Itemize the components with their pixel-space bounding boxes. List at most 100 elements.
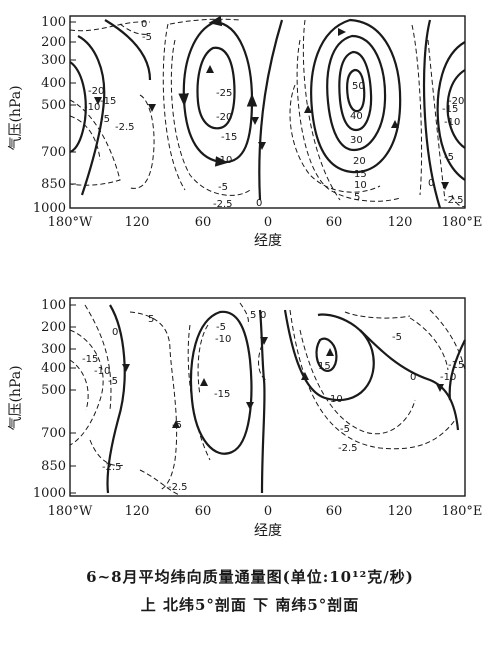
bottom-contour-labels: -15 -10 -5 -2.5 -2.5 0 5 -5 -10 -15 -5 0… bbox=[82, 310, 464, 493]
top-y-tick-200: 200 bbox=[41, 35, 66, 50]
top-x-tick-60e: 60 bbox=[326, 215, 343, 230]
bottom-label-m15-mid: -15 bbox=[214, 389, 230, 400]
bottom-label-0-right: 0 bbox=[410, 372, 416, 383]
top-label-20: 20 bbox=[353, 156, 366, 167]
top-label-30: 30 bbox=[350, 135, 363, 146]
top-x-tick-120e: 120 bbox=[388, 215, 413, 230]
top-y-tick-1000: 1000 bbox=[33, 201, 66, 216]
top-x-tick-180e: 180°E bbox=[442, 215, 483, 230]
top-label-m20-mid: -20 bbox=[216, 112, 232, 123]
bottom-dashed-contours bbox=[69, 302, 466, 496]
top-label-m15-mid: -15 bbox=[221, 132, 237, 143]
bottom-y-tick-1000: 1000 bbox=[33, 486, 66, 501]
top-label-m15-right: -15 bbox=[442, 104, 458, 115]
top-label-m5-mid: -5 bbox=[218, 182, 228, 193]
top-label-m25: -25 bbox=[216, 88, 232, 99]
top-label-m10-mid: -10 bbox=[216, 155, 232, 166]
top-x-tick-180w: 180°W bbox=[48, 215, 93, 230]
top-y-axis-title: 气压(hPa) bbox=[8, 85, 24, 150]
bottom-label-0-top: 0 bbox=[260, 310, 266, 321]
bottom-x-tick-120w: 120 bbox=[125, 504, 150, 519]
bottom-label-m10-mid: -10 bbox=[215, 334, 231, 345]
bottom-y-tick-100: 100 bbox=[41, 298, 66, 313]
bottom-x-tick-120e: 120 bbox=[388, 504, 413, 519]
bottom-y-tick-400: 400 bbox=[41, 361, 66, 376]
top-panel: 100 200 300 400 500 700 850 1000 气压(hPa)… bbox=[8, 15, 482, 249]
bottom-x-tick-60w: 60 bbox=[195, 504, 212, 519]
bottom-label-m10-far: -10 bbox=[440, 372, 456, 383]
bottom-label-m2-5-left: -2.5 bbox=[102, 462, 122, 473]
bottom-label-m5-far: -5 bbox=[392, 332, 402, 343]
top-flow-arrows bbox=[94, 28, 449, 190]
bottom-x-axis-title: 经度 bbox=[254, 523, 282, 539]
bottom-panel: 100 200 300 400 500 700 850 1000 气压(hPa)… bbox=[8, 297, 483, 539]
bottom-x-axis: 180°W 120 60 0 60 120 180°E 经度 bbox=[48, 504, 483, 539]
top-y-tick-400: 400 bbox=[41, 76, 66, 91]
top-solid-contours bbox=[69, 18, 466, 209]
bottom-label-m5: -5 bbox=[108, 376, 118, 387]
bottom-label-m2-5-right: -2.5 bbox=[338, 443, 358, 454]
top-label-m2-5-left: -2.5 bbox=[115, 122, 135, 133]
bottom-y-axis-title: 气压(hPa) bbox=[8, 365, 24, 430]
bottom-y-tick-200: 200 bbox=[41, 320, 66, 335]
bottom-label-10: 10 bbox=[330, 394, 343, 405]
bottom-label-5-left: 5 bbox=[148, 314, 154, 325]
bottom-label-15: 15 bbox=[318, 361, 331, 372]
top-label-m20: -20 bbox=[88, 86, 104, 97]
top-label-10: 10 bbox=[354, 180, 367, 191]
top-label-m2-5-right: -2.5 bbox=[444, 195, 464, 206]
top-label-m2-5-mid: -2.5 bbox=[213, 199, 233, 210]
bottom-label-m10: -10 bbox=[94, 366, 110, 377]
top-x-tick-0: 0 bbox=[264, 215, 272, 230]
top-y-tick-500: 500 bbox=[41, 98, 66, 113]
top-label-m15: -15 bbox=[100, 96, 116, 107]
bottom-y-tick-500: 500 bbox=[41, 383, 66, 398]
top-label-50: 50 bbox=[352, 81, 365, 92]
top-label-5: 5 bbox=[354, 192, 360, 203]
top-label-m20-right: -20 bbox=[448, 96, 464, 107]
top-x-axis-title: 经度 bbox=[254, 233, 282, 249]
bottom-solid-contours bbox=[106, 304, 466, 494]
bottom-flow-arrows bbox=[122, 337, 444, 428]
bottom-label-m5-mid: -5 bbox=[216, 322, 226, 333]
top-y-tick-300: 300 bbox=[41, 53, 66, 68]
top-dashed-contours bbox=[69, 18, 466, 208]
top-x-tick-60w: 60 bbox=[195, 215, 212, 230]
top-contour-labels: 0 -5 -20 -15 -10 -5 -2.5 -25 -20 -15 -10… bbox=[84, 19, 464, 210]
bottom-x-tick-0: 0 bbox=[264, 504, 272, 519]
top-label-m10-right: -10 bbox=[444, 117, 460, 128]
bottom-y-axis: 100 200 300 400 500 700 850 1000 气压(hPa) bbox=[8, 298, 76, 501]
top-x-axis: 180°W 120 60 0 60 120 180°E 经度 bbox=[48, 215, 483, 249]
top-label-m10: -10 bbox=[84, 102, 100, 113]
top-label-0-mid: 0 bbox=[256, 198, 262, 209]
bottom-label-m5-mid2: -5 bbox=[172, 420, 182, 431]
top-y-tick-850: 850 bbox=[41, 177, 66, 192]
bottom-label-m5-right: -5 bbox=[340, 424, 350, 435]
bottom-label-5-top: 5 bbox=[250, 310, 256, 321]
bottom-x-tick-180w: 180°W bbox=[48, 504, 93, 519]
top-y-tick-100: 100 bbox=[41, 15, 66, 30]
top-label-m5: -5 bbox=[142, 32, 152, 43]
bottom-label-m15-far: -15 bbox=[448, 360, 464, 371]
bottom-y-tick-700: 700 bbox=[41, 426, 66, 441]
bottom-label-m15: -15 bbox=[82, 354, 98, 365]
top-y-tick-700: 700 bbox=[41, 145, 66, 160]
top-x-tick-120w: 120 bbox=[125, 215, 150, 230]
top-label-40: 40 bbox=[350, 111, 363, 122]
top-y-axis: 100 200 300 400 500 700 850 1000 气压(hPa) bbox=[8, 15, 76, 216]
figure-caption-line1: 6~8月平均纬向质量通量图(单位:10¹²克/秒) bbox=[86, 568, 414, 586]
top-label-15: 15 bbox=[354, 169, 367, 180]
bottom-x-tick-180e: 180°E bbox=[442, 504, 483, 519]
bottom-label-m2-5-low: -2.5 bbox=[168, 482, 188, 493]
bottom-panel-frame bbox=[69, 297, 466, 497]
top-label-0: 0 bbox=[141, 19, 147, 30]
bottom-x-tick-60e: 60 bbox=[326, 504, 343, 519]
top-panel-frame bbox=[69, 15, 466, 209]
top-label-0-right: 0 bbox=[428, 178, 434, 189]
top-label-m5-right: -5 bbox=[444, 152, 454, 163]
figure-caption-line2: 上 北纬5°剖面 下 南纬5°剖面 bbox=[140, 596, 360, 614]
bottom-y-tick-300: 300 bbox=[41, 342, 66, 357]
top-label-m5-left: -5 bbox=[100, 114, 110, 125]
bottom-label-0-left: 0 bbox=[112, 327, 118, 338]
